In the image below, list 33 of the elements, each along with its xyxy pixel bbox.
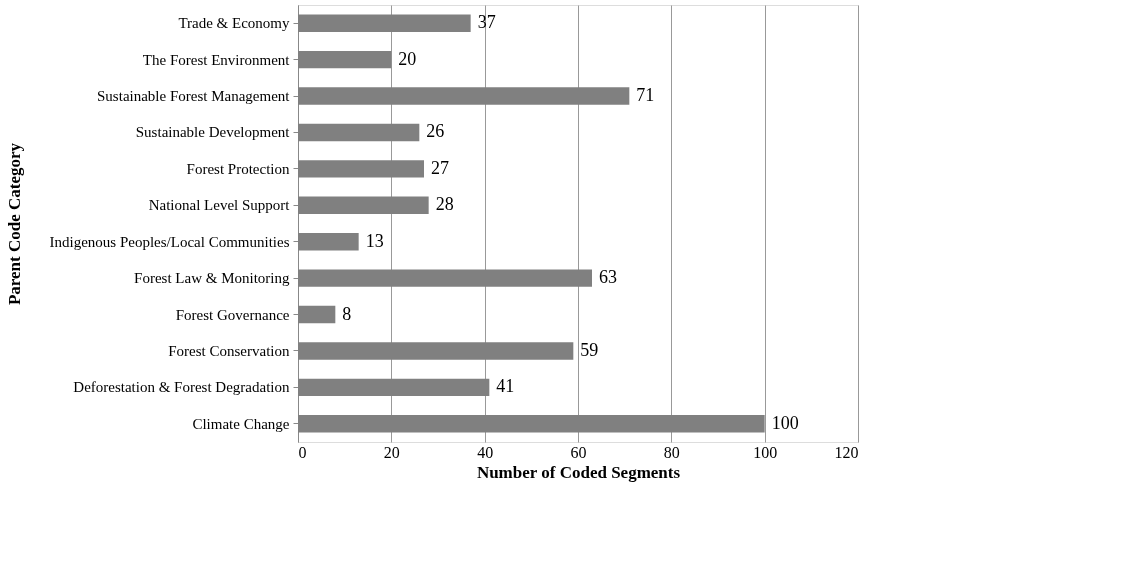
y-tick-label: Trade & Economy (178, 15, 290, 32)
y-axis-title: Parent Code Category (4, 142, 24, 306)
y-tick-label: Forest Protection (186, 160, 290, 177)
data-label: 71 (636, 85, 655, 106)
y-tick-label: Climate Change (192, 415, 290, 432)
y-tick-label: Sustainable Development (135, 124, 291, 141)
data-label: 8 (342, 303, 352, 324)
data-label: 63 (599, 267, 617, 288)
x-tick-label: 120 (834, 443, 859, 461)
y-tick-label: Forest Law & Monitoring (134, 270, 290, 287)
x-tick-label: 40 (477, 443, 494, 461)
y-tick-label: National Level Support (148, 197, 291, 214)
y-tick-label: Deforestation & Forest Degradation (73, 379, 290, 396)
y-tick-label: The Forest Environment (142, 51, 291, 68)
x-tick-label: 60 (570, 443, 587, 461)
data-label: 28 (435, 194, 454, 215)
data-label: 26 (426, 121, 445, 142)
data-label: 13 (365, 230, 384, 251)
x-axis-title: Number of Coded Segments (476, 462, 681, 482)
y-tick-label: Sustainable Forest Management (97, 88, 291, 105)
data-label: 20 (398, 48, 417, 69)
y-tick-label: Forest Governance (175, 306, 290, 323)
data-label: 41 (496, 376, 515, 397)
y-tick-label: Indigenous Peoples/Local Communities (49, 233, 290, 250)
x-tick-label: 0 (298, 443, 307, 461)
data-label: 27 (431, 157, 449, 178)
x-tick-label: 20 (383, 443, 400, 461)
y-tick-label: Forest Conservation (168, 342, 290, 359)
data-label: 59 (580, 339, 599, 360)
data-label: 100 (771, 412, 799, 433)
data-label: 37 (477, 12, 496, 33)
x-tick-label: 100 (753, 443, 778, 461)
x-tick-label: 80 (663, 443, 680, 461)
